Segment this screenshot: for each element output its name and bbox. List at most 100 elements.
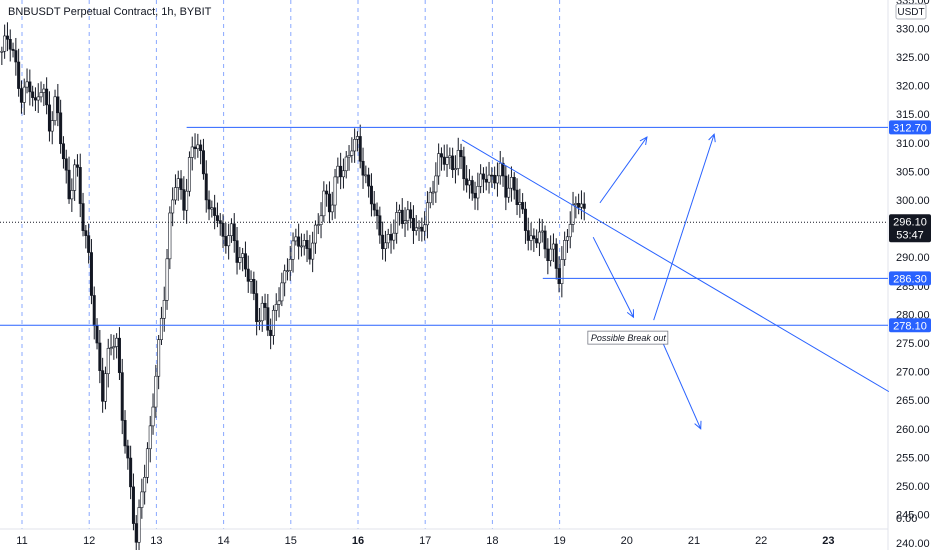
candle-body — [336, 165, 340, 178]
candle-body — [518, 202, 522, 205]
y-tick-label: 315.00 — [896, 109, 930, 121]
candle — [473, 181, 477, 210]
horizontal-levels[interactable] — [0, 126, 888, 326]
badge-text: 278.10 — [893, 320, 927, 332]
candle-body — [456, 150, 460, 169]
level-price-badge: 278.10 — [889, 318, 931, 333]
candle-body — [73, 164, 77, 191]
projection-arrow[interactable] — [592, 236, 635, 319]
candle-body — [3, 35, 7, 52]
candle — [336, 157, 340, 184]
projection-arrows[interactable] — [592, 133, 716, 430]
y-tick-label: 320.00 — [896, 81, 930, 93]
candle-body — [238, 257, 242, 263]
candle-body — [521, 202, 525, 210]
candle — [260, 296, 264, 332]
candle — [269, 318, 273, 350]
candle-body — [442, 156, 446, 165]
y-tick-label: 275.00 — [896, 338, 930, 350]
candle-body — [213, 207, 217, 216]
x-tick-label: 16 — [352, 535, 364, 547]
candle — [302, 233, 306, 256]
candle-body — [353, 139, 357, 152]
candle — [507, 174, 511, 203]
badge-bg — [889, 271, 931, 286]
candle-body — [95, 325, 99, 344]
candle-body — [232, 223, 236, 242]
arrow-head — [626, 309, 635, 319]
candle — [557, 256, 561, 293]
candle — [355, 131, 359, 152]
candle-body — [98, 342, 102, 371]
candle-body — [140, 491, 144, 508]
y-tick-label: 0.00 — [896, 513, 917, 525]
projection-arrow[interactable] — [659, 337, 702, 430]
candle-body — [190, 146, 194, 158]
candle — [532, 228, 536, 252]
candle-body — [109, 347, 113, 350]
x-tick-label: 21 — [688, 535, 700, 547]
candle — [442, 144, 446, 171]
candle-body — [235, 240, 239, 263]
candle — [56, 83, 60, 127]
candle-body — [305, 240, 309, 249]
candle-body — [11, 48, 15, 51]
candle-body — [549, 248, 553, 262]
candle — [409, 202, 413, 229]
trendline-group[interactable] — [461, 139, 890, 393]
candle-body — [529, 235, 533, 241]
trendline[interactable] — [461, 139, 890, 393]
candle-body — [53, 96, 57, 121]
candle — [308, 234, 312, 265]
candle — [165, 248, 169, 310]
candle-body — [386, 234, 390, 244]
candle-body — [45, 88, 49, 106]
candle — [246, 255, 250, 293]
candle-body — [120, 372, 124, 421]
projection-arrow[interactable] — [599, 136, 648, 204]
candle-body — [271, 309, 275, 336]
candle-body — [25, 81, 29, 88]
candle-body — [481, 173, 485, 180]
candle-body — [574, 203, 578, 205]
candle — [187, 151, 191, 197]
candle — [428, 187, 432, 209]
candle-body — [162, 300, 166, 319]
y-tick-label: 255.00 — [896, 452, 930, 464]
candle-body — [123, 420, 127, 447]
projection-arrow[interactable] — [653, 133, 716, 321]
candle — [439, 147, 443, 171]
candle — [563, 231, 567, 266]
candle-body — [75, 164, 79, 168]
arrow-shaft — [599, 136, 648, 204]
badge-bg — [889, 318, 931, 333]
candle — [31, 85, 35, 107]
candle — [106, 338, 110, 388]
candle — [367, 167, 371, 198]
candle-body — [182, 189, 186, 211]
candle-body — [129, 457, 133, 488]
candle-body — [316, 224, 320, 226]
x-tick-label: 18 — [486, 535, 498, 547]
candle — [297, 223, 301, 260]
candle-body — [350, 150, 354, 156]
candle — [431, 180, 435, 206]
candle — [39, 81, 43, 103]
candle-body — [526, 230, 530, 241]
currency-box[interactable]: USDT — [895, 3, 927, 20]
candle — [14, 37, 18, 76]
candle-body — [523, 208, 527, 231]
candle — [263, 293, 267, 321]
time-axis[interactable]: 11 12 13 14 15 16 17 18 19 20 21 22 23 — [16, 535, 834, 547]
candle — [252, 271, 256, 301]
candle-body — [84, 230, 88, 236]
candle — [17, 48, 21, 97]
candle-body — [154, 375, 158, 408]
candle-body — [375, 209, 379, 217]
candle — [582, 192, 586, 221]
x-tick-label: 15 — [285, 535, 297, 547]
candle — [241, 247, 245, 272]
candle — [204, 160, 208, 213]
candle — [389, 223, 393, 254]
